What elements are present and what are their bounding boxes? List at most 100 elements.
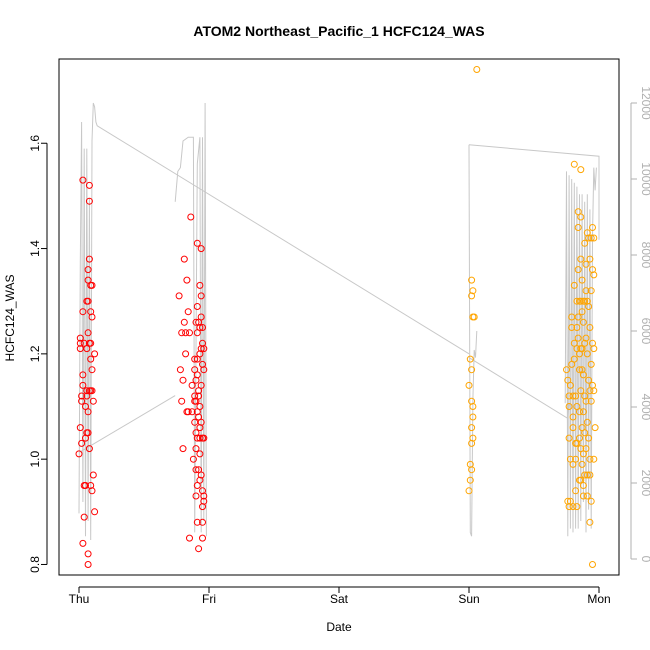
y-tick-label: 1.2 [28, 345, 42, 362]
data-point [581, 471, 589, 479]
data-point [196, 403, 204, 410]
data-point [466, 355, 474, 363]
data-point [589, 224, 596, 231]
data-point [84, 266, 92, 274]
data-point [582, 397, 590, 405]
data-point [578, 308, 586, 316]
data-point [76, 339, 84, 347]
data-point [586, 324, 594, 331]
data-point [196, 476, 204, 484]
data-point [200, 345, 208, 353]
data-point [468, 439, 476, 447]
data-point [582, 287, 590, 295]
data-point [590, 455, 598, 463]
data-point [196, 281, 204, 289]
data-point [192, 466, 200, 474]
data-point [84, 297, 92, 305]
altitude-line-segment [468, 144, 600, 240]
data-point [82, 482, 89, 489]
chart-title: ATOM2 Northeast_Pacific_1 HCFC124_WAS [193, 23, 484, 39]
data-point [79, 381, 87, 389]
data-point [87, 482, 95, 489]
data-point [76, 334, 84, 342]
data-point [180, 318, 188, 326]
data-point [587, 360, 595, 368]
x-axis-label: Date [326, 620, 352, 634]
data-point [196, 434, 204, 442]
altitude-line-segment [174, 102, 207, 537]
data-point [577, 255, 585, 263]
altitude-line-group [78, 102, 600, 541]
data-point [179, 376, 187, 384]
data-point [572, 392, 580, 400]
data-point [182, 350, 190, 358]
data-point [590, 234, 598, 242]
data-point [572, 487, 580, 495]
data-point [88, 281, 96, 289]
data-point [579, 408, 587, 416]
x-tick-label: Mon [587, 592, 610, 606]
data-point [79, 371, 87, 379]
data-point [582, 334, 590, 342]
y-tick-label: 1.6 [28, 135, 42, 152]
data-point [85, 181, 93, 189]
data-point [88, 313, 96, 321]
y2-tick-label: 10000 [639, 162, 650, 196]
data-point [469, 413, 477, 421]
data-point [590, 271, 598, 279]
data-point [581, 429, 589, 437]
data-point [196, 324, 204, 331]
data-point [91, 508, 99, 516]
y2-tick-label: 4000 [639, 394, 650, 421]
plot-frame [58, 58, 620, 576]
data-point [200, 366, 208, 374]
data-point [182, 329, 190, 337]
data-point [576, 434, 583, 442]
data-point [84, 329, 92, 337]
data-point [570, 281, 578, 289]
y-tick-label: 1.4 [28, 240, 42, 257]
x-tick-label: Sat [330, 592, 349, 606]
data-point [570, 355, 578, 363]
data-point [574, 266, 582, 274]
data-point [75, 450, 83, 458]
data-point [578, 366, 586, 374]
data-point [85, 445, 93, 453]
data-point [188, 381, 196, 389]
data-point [78, 397, 86, 405]
data-point [193, 518, 201, 526]
data-point [84, 561, 92, 568]
data-point [189, 455, 197, 463]
data-point [578, 276, 586, 284]
data-point [468, 424, 476, 432]
data-point [579, 318, 587, 326]
data-point [576, 408, 583, 416]
data-point [176, 366, 184, 374]
data-point [570, 160, 578, 168]
y2-tick-label: 0 [639, 556, 650, 563]
data-point [577, 213, 585, 221]
altitude-line-segment [78, 395, 176, 454]
data-point [80, 513, 88, 521]
data-point [199, 534, 206, 542]
data-point [465, 381, 473, 389]
data-point [573, 324, 581, 331]
data-point [197, 381, 205, 389]
data-point [590, 387, 598, 395]
data-point [180, 255, 188, 263]
data-point [583, 471, 591, 479]
data-point [473, 66, 481, 73]
data-point [76, 424, 84, 432]
data-point [89, 397, 97, 405]
x-tick-label: Sun [458, 592, 479, 606]
data-point [188, 408, 196, 416]
data-point [583, 418, 591, 426]
data-point [178, 329, 186, 337]
data-point [83, 387, 91, 395]
data-point [566, 381, 574, 389]
data-point [565, 403, 573, 410]
y2-tick-label: 12000 [639, 86, 650, 120]
axes-group: 0.8 1.0 1.2 1.4 1.6 Thu Fri Sat Sun Mon 0 2000 4000 6… [28, 86, 650, 606]
data-point [586, 471, 594, 479]
data-point [197, 292, 205, 300]
